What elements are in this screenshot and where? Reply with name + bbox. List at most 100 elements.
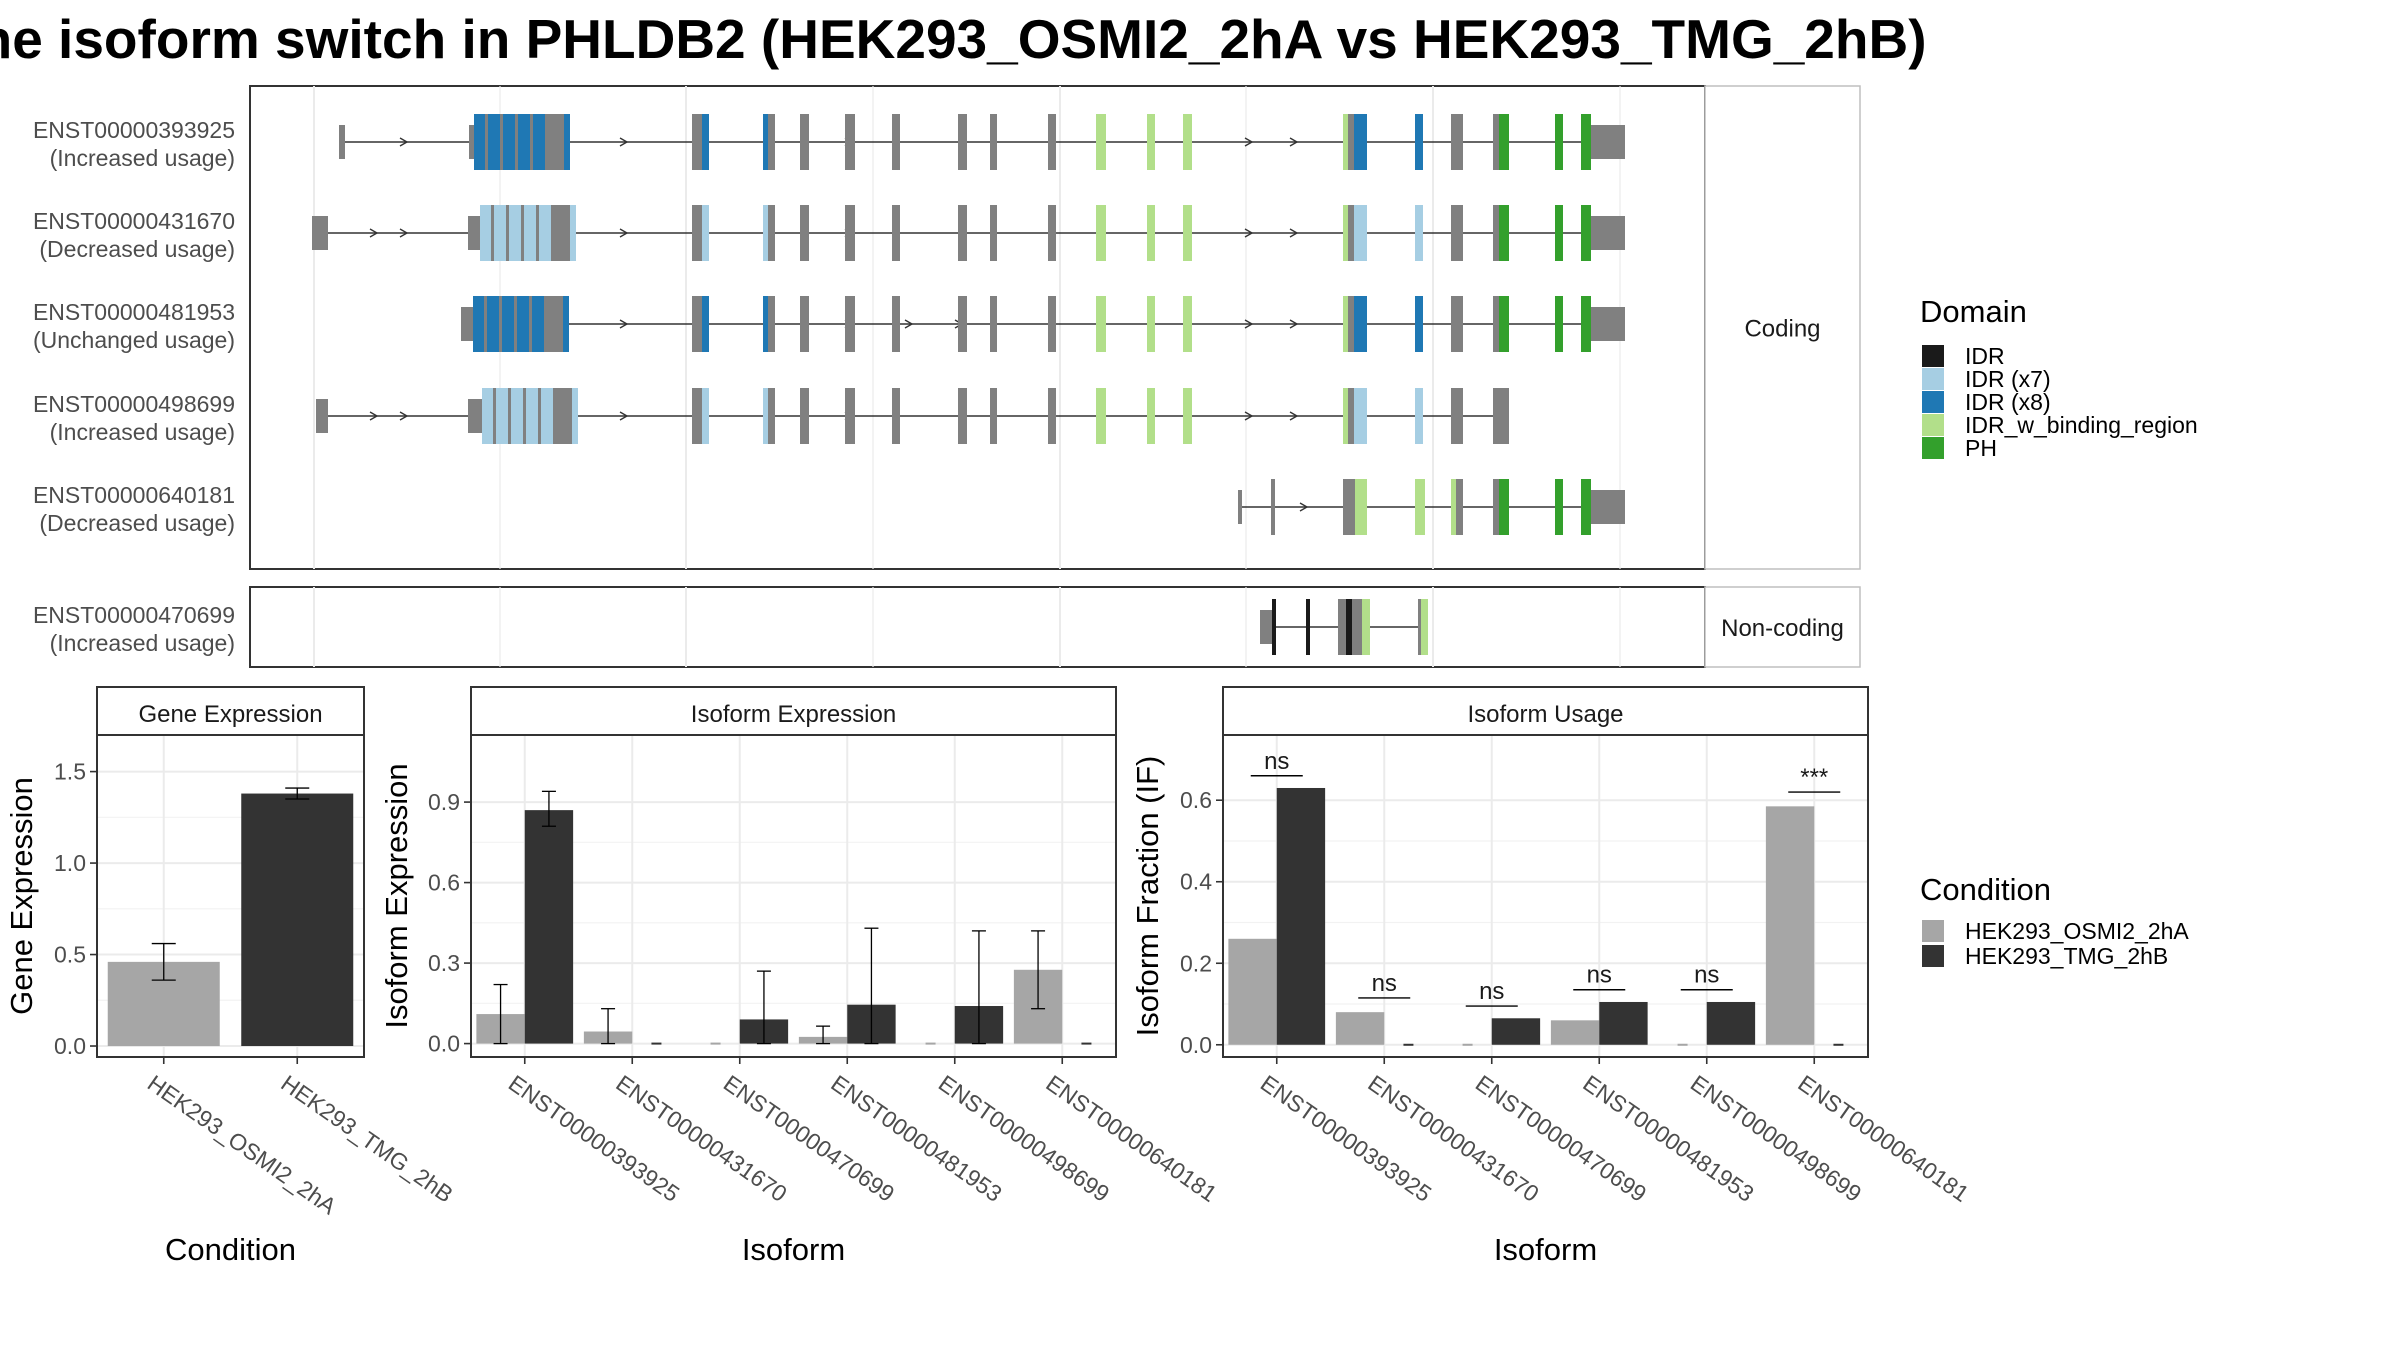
significance-label: ns [1694,962,1719,989]
legend-domain-label: IDR (x8) [1965,389,2051,415]
strand-arrow [369,411,379,421]
exon-block [1451,388,1463,444]
idr-domain-block [539,205,551,261]
transcript-usage-label: (Increased usage) [50,419,235,445]
idr-domain-block [564,114,570,170]
ph-domain-block [1499,296,1509,352]
transcript-id-label: ENST00000640181 [33,482,235,508]
idr-domain-block [517,296,529,352]
y-tick-label: 0.0 [1180,1032,1212,1058]
significance-label: *** [1800,764,1828,791]
binding-region-block [1355,479,1367,535]
y-tick-label: 1.0 [54,850,86,876]
exon-block [1238,490,1242,524]
idr-domain-block [473,296,484,352]
bar [1550,1020,1600,1045]
exon-block [1493,479,1499,535]
strand-arrow [1244,228,1254,238]
binding-region-block [1147,205,1155,261]
idr-domain-block [491,205,494,261]
x-axis-title: Condition [165,1232,296,1267]
legend-condition-label: HEK293_TMG_2hB [1965,943,2168,969]
exon-block [1260,610,1272,644]
significance-label: ns [1372,970,1397,997]
binding-region-block [1343,388,1348,444]
binding-region-block [1415,479,1425,535]
facet-strip [1704,586,1861,668]
idr-domain-block [480,205,491,261]
binding-region-block [1343,205,1348,261]
y-tick-label: 0.6 [428,870,460,896]
idr-domain-block [508,388,511,444]
binding-region-block [1451,479,1456,535]
facet-strip [1704,85,1861,570]
chart-panel: Isoform Usage ns ns ns ns ns *** 0.0 0.2 0.4 0.6 EN… [1130,686,1974,1267]
exon-block [692,296,702,352]
chart-title: Isoform Expression [691,701,896,728]
idr-domain-block [536,205,539,261]
y-axis-title: Isoform Fraction (IF) [1130,756,1165,1037]
exon-block [1451,296,1463,352]
structure-panel-border [249,586,1706,668]
legend-domain-label: PH [1965,435,1997,461]
chart-strip [96,686,365,736]
idr-domain-block [563,296,569,352]
exon-block [1456,479,1463,535]
idr-domain-block [763,296,768,352]
y-tick-label: 0.9 [428,789,460,815]
legend-condition-swatch [1922,945,1944,967]
idr-domain-block [487,296,499,352]
idr-domain-block [502,296,514,352]
chart-title: Gene Expression [138,701,322,728]
ph-domain-block [1555,296,1563,352]
idr-domain-block [553,388,556,444]
bar [1599,1001,1648,1045]
exon-block [845,205,855,261]
idr-domain-block [533,114,545,170]
binding-region-block [1343,296,1348,352]
transcript-id-label: ENST00000498699 [33,391,235,417]
legend-condition-label: HEK293_OSMI2_2hA [1965,918,2189,944]
idr-domain-block [514,296,517,352]
idr-domain-block [551,205,554,261]
chart-strip [470,686,1117,736]
legend-domain-label: IDR (x7) [1965,366,2051,392]
significance-label: ns [1587,962,1612,989]
idr-domain-block [702,296,709,352]
binding-region-block [1362,599,1370,655]
exon-block [1348,114,1354,170]
exon-block [1591,490,1625,524]
exon-block [1591,307,1625,341]
bar [1765,806,1815,1045]
chart-panel-bg [1223,735,1868,1057]
idr-domain-block [485,114,488,170]
strand-arrow [369,228,379,238]
y-axis-title: Gene Expression [4,777,39,1015]
x-axis-title: Isoform [742,1232,845,1267]
transcript-usage-label: (Decreased usage) [39,236,235,262]
idr-domain-block [496,388,508,444]
exon-block [800,205,809,261]
exon-block [800,296,809,352]
legend-domain-swatch [1922,437,1944,459]
bar [1335,1012,1385,1045]
y-tick-label: 0.0 [54,1033,86,1059]
strand-arrow [1244,411,1254,421]
exon-block [1343,479,1355,535]
legend-domain-swatch [1922,414,1944,436]
exon-block [892,388,900,444]
bar [1228,938,1277,1045]
exon-block [1451,114,1463,170]
idr-domain-block [521,205,524,261]
bar [241,793,354,1047]
transcript-structure-panel: CodingNon-codingENST00000393925(Increase… [33,85,1861,668]
exon-block [1493,296,1499,352]
idr-domain-block [763,205,768,261]
exon-block [1048,205,1056,261]
y-tick-label: 0.2 [1180,950,1212,976]
strand-arrow [1299,502,1309,512]
exon-block [1493,114,1499,170]
idr-domain-block [482,388,493,444]
strand-arrow [399,137,409,147]
